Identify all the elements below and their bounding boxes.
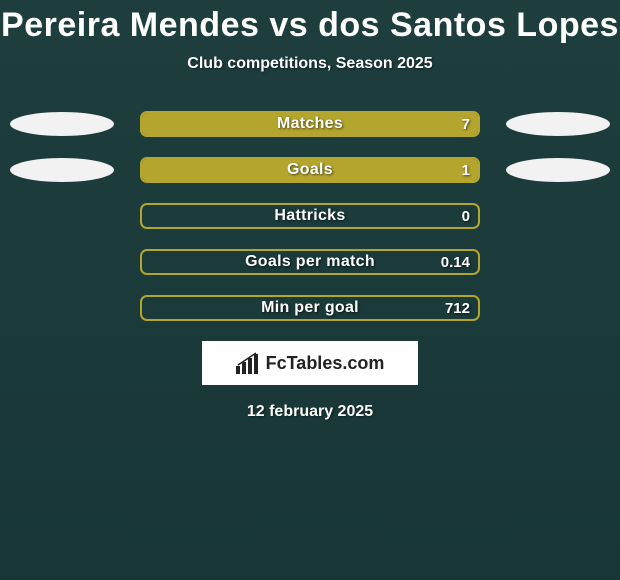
player-left-marker (10, 158, 114, 182)
stat-label: Hattricks (142, 205, 478, 227)
stat-bar: Hattricks 0 (140, 203, 480, 229)
stat-label: Goals (142, 159, 478, 181)
page-title: Pereira Mendes vs dos Santos Lopes (0, 0, 620, 45)
source-logo: FcTables.com (202, 341, 418, 385)
stat-value: 0.14 (441, 251, 470, 273)
player-right-marker (506, 158, 610, 182)
stat-bar: Matches 7 (140, 111, 480, 137)
stat-row: Hattricks 0 (0, 203, 620, 229)
stat-label: Min per goal (142, 297, 478, 319)
stat-row: Matches 7 (0, 111, 620, 137)
player-right-marker (506, 112, 610, 136)
stat-label: Matches (142, 113, 478, 135)
bars-icon (236, 352, 262, 374)
comparison-card: Pereira Mendes vs dos Santos Lopes Club … (0, 0, 620, 580)
stat-bar: Goals 1 (140, 157, 480, 183)
stat-label: Goals per match (142, 251, 478, 273)
stat-row: Goals 1 (0, 157, 620, 183)
stat-value: 1 (462, 159, 470, 181)
stat-bar: Goals per match 0.14 (140, 249, 480, 275)
logo-text: FcTables.com (266, 353, 385, 374)
stats-rows: Matches 7 Goals 1 Hattricks 0 (0, 111, 620, 321)
stat-value: 712 (445, 297, 470, 319)
stat-value: 7 (462, 113, 470, 135)
date-text: 12 february 2025 (0, 403, 620, 421)
stat-bar: Min per goal 712 (140, 295, 480, 321)
stat-row: Goals per match 0.14 (0, 249, 620, 275)
subtitle: Club competitions, Season 2025 (0, 55, 620, 73)
stat-value: 0 (462, 205, 470, 227)
stat-row: Min per goal 712 (0, 295, 620, 321)
player-left-marker (10, 112, 114, 136)
